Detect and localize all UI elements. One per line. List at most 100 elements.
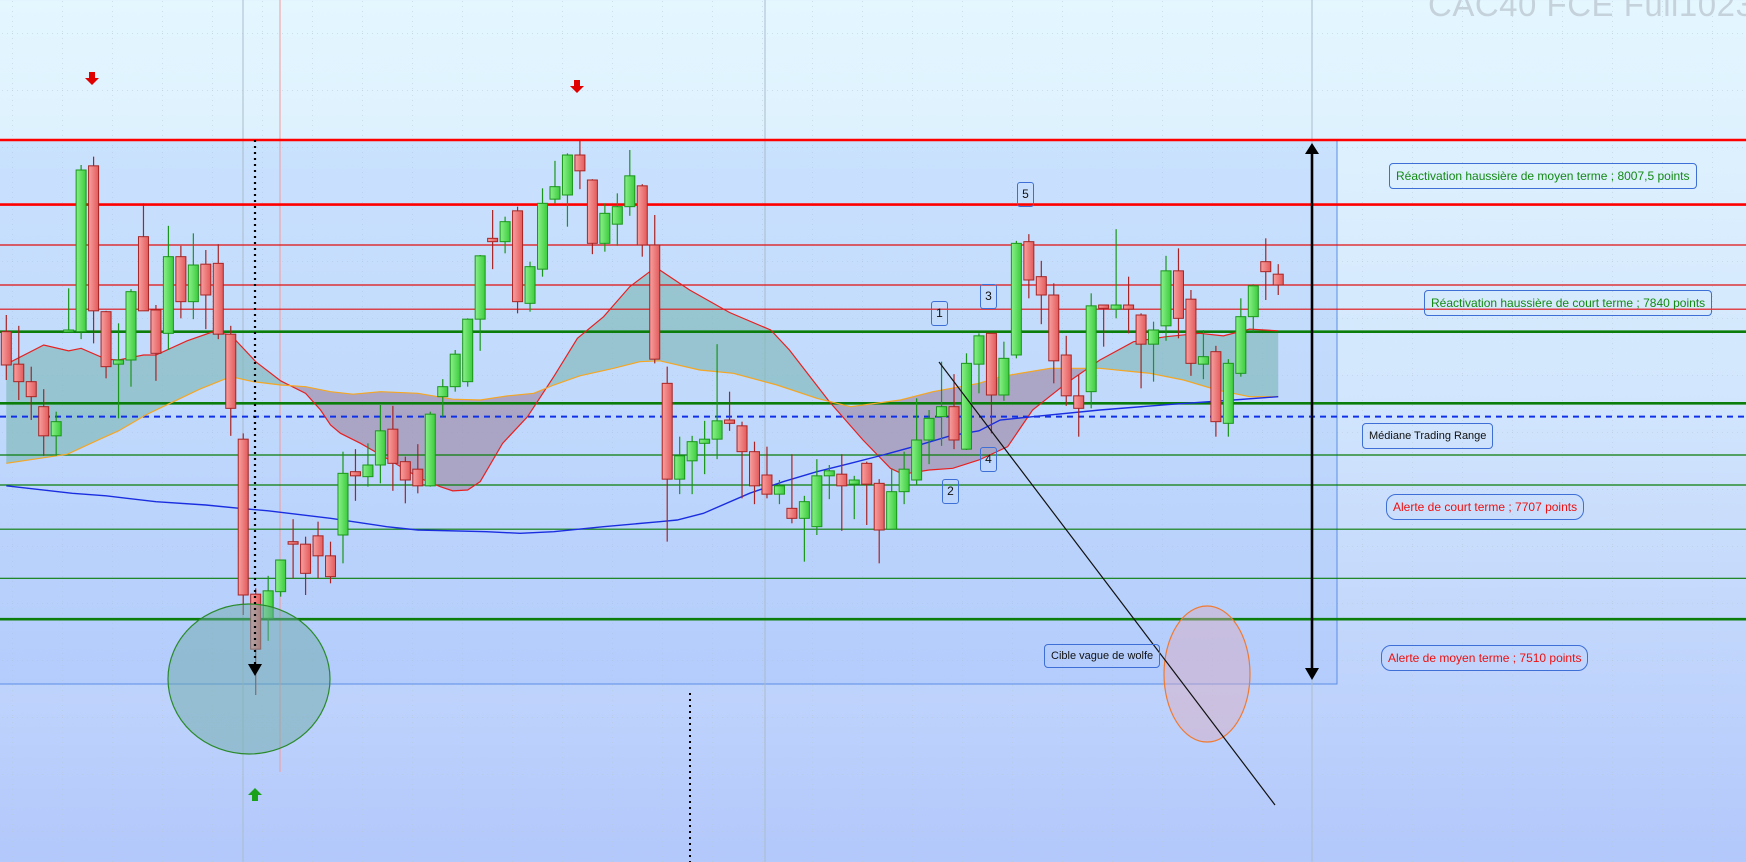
candle-body [1197,356,1209,365]
wolfe-wave-line [938,361,1276,806]
candle-body [811,475,823,528]
label-alerte-moyen-terme: Alerte de moyen terme ; 7510 points [1381,645,1589,671]
candle-body [100,311,112,368]
candle-bullish [686,435,698,495]
range-arrow [1305,143,1319,680]
candle-bullish [674,436,686,495]
candle-body [786,507,798,519]
candle-body [237,438,249,596]
candle-bearish [649,215,661,364]
candle-bearish [761,446,773,499]
candle-bearish [1260,238,1272,300]
candle-body [1210,351,1222,423]
candle-body [1023,241,1035,281]
candle-bearish [412,444,424,494]
candle-body [412,468,424,487]
label-reactivation-moyen-terme: Réactivation haussière de moyen terme ; … [1389,163,1697,189]
candle-body [349,471,361,477]
candle-bearish [38,389,50,456]
candle-bullish [1160,255,1172,341]
candle-body [162,256,174,334]
candle-bullish [1148,321,1160,382]
candle-body [973,335,985,365]
candle-bullish [811,459,823,535]
target-circle-green [167,603,331,755]
candle-body [960,362,972,450]
candle-bearish [225,325,237,436]
candle-bullish [1235,298,1247,377]
candle-bearish [237,433,249,615]
candle-body [773,485,785,495]
candle-bullish [998,341,1010,401]
candle-bearish [1135,313,1147,389]
candle-bearish [1023,234,1035,299]
candle-body [0,331,12,366]
candle-body [175,256,187,303]
candle-body [1035,276,1047,296]
candle-bearish [873,479,885,564]
candle-body [449,353,461,388]
candle-bullish [437,379,449,417]
candle-bullish [449,350,461,392]
candle-body [1247,285,1259,318]
candle-body [1160,270,1172,327]
candle-bearish [1048,283,1060,384]
candle-body [537,202,549,270]
arrow-down-icon [248,664,262,676]
candle-bullish [773,480,785,505]
chart-title: CAC40 FCE Full1023 [1428,0,1746,23]
candle-bearish [1098,304,1110,347]
candle-body [1185,298,1197,364]
candle-bullish [936,361,948,446]
candle-bearish [1185,290,1197,376]
candle-bearish [1172,248,1184,339]
candle-body [1098,304,1110,309]
candle-bullish [911,398,923,485]
candle-bullish [524,261,536,312]
candle-bullish [549,160,561,204]
indicator-line [6,269,1279,492]
candle-body [624,175,636,208]
candle-bearish [137,203,149,312]
candle-bullish [898,451,910,505]
candle-body [13,363,25,383]
candle-bullish [474,255,486,351]
candle-body [200,263,212,296]
wave-label-5: 5 [1017,182,1034,207]
candle-bearish [861,461,873,525]
candle-body [873,482,885,531]
candle-body [724,419,736,424]
candle-bullish [187,233,199,320]
label-mediane-trading-range: Médiane Trading Range [1362,423,1494,449]
candle-bearish [724,391,736,431]
candle-body [985,332,997,396]
candle-body [524,266,536,304]
candle-body [512,210,524,303]
candle-bearish [836,454,848,531]
candle-bearish [100,310,112,379]
candle-body [923,417,935,441]
candle-bullish [611,193,623,246]
candle-body [1222,362,1234,424]
cloud-bullish [545,270,827,401]
candle-body [150,309,162,354]
candle-body [75,169,87,333]
candle-body [499,221,511,243]
candle-body [561,154,573,196]
candle-body [287,541,299,545]
candle-body [1260,261,1272,273]
candle-body [674,455,686,480]
cloud-bullish [6,331,289,464]
candle-bearish [349,449,361,501]
candle-body [848,479,860,485]
candle-body [275,559,287,593]
candle-bullish [1085,293,1097,409]
candle-body [113,359,125,365]
wave-label-2: 2 [942,479,959,504]
candle-bearish [300,536,312,595]
candle-body [212,262,224,335]
candle-body [1073,395,1085,409]
candle-bearish [25,366,37,420]
candle-bearish [487,210,499,270]
